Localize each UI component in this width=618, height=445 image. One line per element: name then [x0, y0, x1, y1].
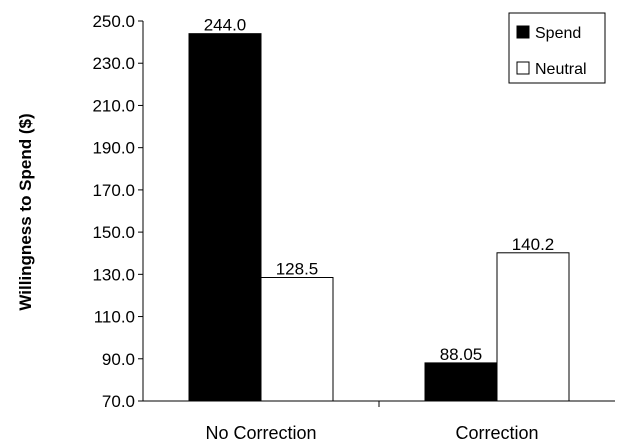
legend-label-neutral: Neutral — [535, 61, 587, 78]
y-tick-label: 70.0 — [102, 392, 135, 411]
legend: Spend Neutral — [508, 12, 606, 84]
x-category-label: Correction — [455, 423, 538, 443]
y-tick-label: 230.0 — [92, 54, 135, 73]
bar-neutral-1 — [496, 252, 570, 402]
x-category-labels: No Correction Correction — [205, 423, 538, 443]
y-tick-label: 250.0 — [92, 12, 135, 31]
bar-spend-0 — [188, 33, 262, 402]
x-category-label: No Correction — [205, 423, 316, 443]
data-label: 244.0 — [204, 16, 247, 35]
y-tick-label: 150.0 — [92, 223, 135, 242]
data-label: 128.5 — [276, 260, 319, 279]
y-tick-label: 190.0 — [92, 139, 135, 158]
legend-label-spend: Spend — [535, 25, 581, 42]
legend-swatch-spend — [516, 25, 530, 39]
data-label: 140.2 — [512, 235, 555, 254]
y-tick-label: 170.0 — [92, 181, 135, 200]
y-tick-label: 210.0 — [92, 96, 135, 115]
bar-neutral-0 — [260, 277, 334, 402]
y-axis-label: Willingness to Spend ($) — [16, 113, 35, 310]
y-tick-labels: 250.0 230.0 210.0 190.0 170.0 150.0 130.0 110.0… — [92, 12, 135, 411]
data-label: 88.05 — [440, 345, 483, 364]
y-tick-label: 130.0 — [92, 265, 135, 284]
bar-spend-1 — [424, 362, 498, 402]
bars — [188, 33, 570, 402]
y-tick-label: 90.0 — [102, 350, 135, 369]
legend-swatch-neutral — [516, 61, 530, 75]
y-tick-label: 110.0 — [94, 308, 135, 327]
data-labels: 244.0 128.5 88.05 140.2 — [204, 16, 555, 364]
